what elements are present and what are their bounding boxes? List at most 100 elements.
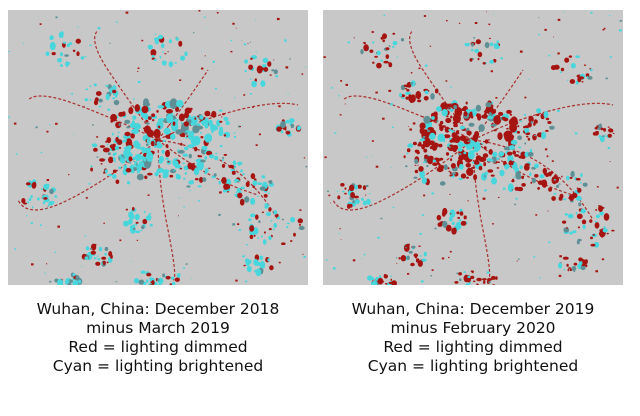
light-speck <box>55 16 58 19</box>
light-speck <box>445 80 448 82</box>
light-patch <box>382 39 385 43</box>
light-patch <box>531 177 537 184</box>
light-patch <box>526 135 529 138</box>
light-patch <box>456 130 460 132</box>
light-patch <box>488 149 493 155</box>
light-patch <box>162 169 170 174</box>
light-patch <box>568 267 571 269</box>
light-patch <box>533 122 536 126</box>
light-patch <box>448 107 451 110</box>
light-patch <box>493 115 502 125</box>
light-speck <box>235 279 238 282</box>
light-speck <box>339 114 342 116</box>
light-patch <box>423 96 429 101</box>
light-patch <box>209 154 215 159</box>
light-patch <box>89 44 92 47</box>
light-speck <box>486 271 490 274</box>
light-speck <box>154 33 157 35</box>
light-speck <box>450 86 452 88</box>
light-patch <box>233 165 237 169</box>
light-patch <box>126 145 132 149</box>
light-speck <box>498 196 500 198</box>
light-speck <box>347 41 350 44</box>
light-patch <box>104 169 108 174</box>
light-patch <box>592 234 595 236</box>
light-patch <box>406 148 411 153</box>
light-speck <box>602 28 605 31</box>
light-speck <box>371 31 374 33</box>
light-speck <box>198 10 201 12</box>
light-patch <box>545 129 549 132</box>
light-patch <box>603 128 606 132</box>
light-patch <box>481 142 484 145</box>
light-patch <box>568 55 573 58</box>
light-speck <box>242 255 245 258</box>
light-patch <box>424 90 429 95</box>
map-image-2018 <box>8 10 308 285</box>
light-patch <box>449 216 453 222</box>
light-patch <box>157 105 165 109</box>
light-patch <box>93 99 99 106</box>
light-patch <box>337 195 341 200</box>
light-patch <box>76 51 80 56</box>
light-speck <box>441 257 445 260</box>
light-speck <box>204 55 206 57</box>
light-patch <box>240 169 243 173</box>
light-patch <box>478 124 485 132</box>
light-speck <box>409 128 412 131</box>
light-patch <box>482 153 489 158</box>
light-patch <box>51 201 53 204</box>
light-patch <box>138 161 145 168</box>
light-speck <box>434 227 437 230</box>
light-patch <box>107 173 113 177</box>
light-patch <box>65 279 70 284</box>
light-patch <box>472 109 477 116</box>
light-patch <box>250 197 256 205</box>
light-patch <box>494 45 500 50</box>
light-speck <box>103 222 105 224</box>
light-speck <box>137 70 139 72</box>
light-patch <box>105 140 108 143</box>
light-speck <box>192 162 195 165</box>
light-patch <box>398 257 401 260</box>
light-speck <box>325 259 328 261</box>
light-speck <box>523 114 526 116</box>
light-patch <box>447 167 450 170</box>
light-speck <box>330 202 331 204</box>
light-patch <box>240 186 245 190</box>
light-speck <box>177 149 180 152</box>
caption-line-2: minus March 2019 <box>86 319 230 337</box>
light-patch <box>569 79 576 84</box>
light-speck <box>49 124 51 126</box>
light-patch <box>106 261 109 264</box>
light-patch <box>350 192 355 198</box>
light-patch <box>530 120 533 124</box>
light-speck <box>375 91 378 94</box>
light-patch <box>223 134 227 137</box>
light-patch <box>199 115 204 120</box>
light-speck <box>198 200 200 202</box>
light-patch <box>281 218 284 221</box>
light-patch <box>160 118 165 121</box>
light-patch <box>133 278 140 284</box>
light-patch <box>146 129 155 138</box>
light-patch <box>80 56 85 60</box>
light-patch <box>385 54 390 59</box>
light-speck <box>219 191 222 194</box>
light-speck <box>178 197 180 199</box>
light-patch <box>180 121 183 124</box>
light-patch <box>152 119 155 122</box>
light-speck <box>558 274 562 277</box>
light-patch <box>243 264 246 267</box>
light-patch <box>405 96 409 100</box>
light-patch <box>400 38 405 42</box>
light-speck <box>126 122 128 124</box>
light-patch <box>432 162 438 166</box>
light-speck <box>446 20 448 22</box>
light-patch <box>590 236 593 240</box>
light-patch <box>587 76 593 80</box>
light-patch <box>419 170 425 179</box>
light-patch <box>476 113 481 117</box>
light-patch <box>473 141 481 152</box>
light-patch <box>361 197 364 201</box>
